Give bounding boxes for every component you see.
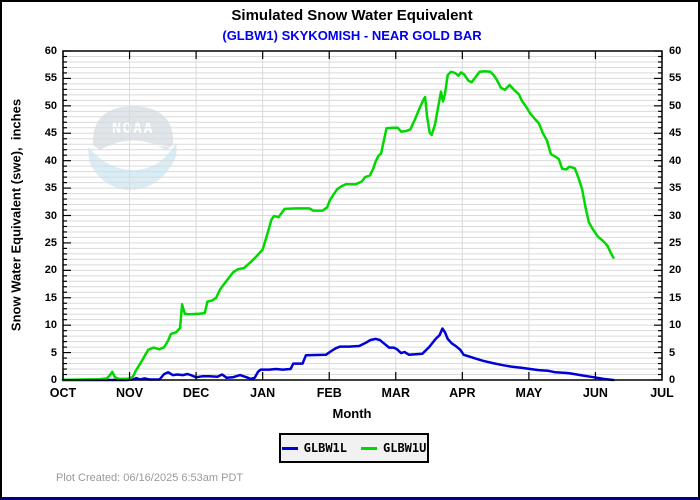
- y-tick-label-right: 45: [669, 127, 682, 140]
- x-tick-label: FEB: [316, 386, 342, 400]
- y-tick-label-right: 55: [669, 72, 682, 85]
- y-tick-label-left: 30: [44, 209, 57, 222]
- x-tick-label: NOV: [116, 386, 144, 400]
- x-tick-label: MAR: [381, 386, 410, 400]
- y-tick-label-left: 25: [44, 236, 57, 249]
- x-tick-label: APR: [449, 386, 476, 400]
- x-axis-title: Month: [332, 406, 372, 421]
- x-tick-label: JUL: [650, 386, 674, 400]
- chart-plot-area: [61, 50, 663, 382]
- y-tick-label-right: 10: [669, 319, 682, 332]
- y-tick-label-left: 60: [44, 45, 57, 57]
- y-tick-label-right: 20: [669, 264, 682, 277]
- legend-label-glbw1u: GLBW1U: [383, 441, 427, 455]
- noaa-logo-icon: NOAA: [88, 106, 177, 191]
- y-tick-label-left: 55: [44, 72, 57, 85]
- y-tick-label-left: 5: [50, 346, 57, 359]
- y-tick-label-right: 60: [669, 45, 682, 57]
- glbw1l-line-swatch: [281, 446, 298, 450]
- x-tick-label: OCT: [49, 386, 77, 400]
- y-tick-label-left: 45: [44, 127, 57, 140]
- x-tick-label: DEC: [182, 386, 210, 400]
- y-tick-label-right: 5: [669, 346, 676, 359]
- x-tick-label: JUN: [582, 386, 608, 400]
- y-tick-label-left: 50: [44, 99, 57, 112]
- y-tick-label-right: 15: [669, 291, 682, 304]
- y-tick-label-right: 30: [669, 209, 682, 222]
- y-tick-label-right: 40: [669, 154, 682, 167]
- y-tick-label-right: 25: [669, 236, 682, 249]
- y-tick-label-right: 35: [669, 182, 682, 195]
- y-tick-label-left: 0: [50, 374, 57, 386]
- y-tick-label-left: 40: [44, 154, 57, 167]
- glbw1u-line-swatch: [361, 446, 377, 450]
- legend-item-glbw1u: GLBW1U: [361, 441, 426, 455]
- y-tick-label-right: 50: [669, 99, 682, 112]
- y-tick-label-left: 20: [44, 264, 57, 277]
- x-tick-label: JAN: [250, 386, 276, 400]
- y-tick-label-right: 0: [669, 374, 676, 386]
- y-tick-label-left: 15: [44, 291, 57, 304]
- series-line-glbw1l: [61, 327, 615, 382]
- noaa-watermark-text: NOAA: [112, 119, 154, 137]
- station-subtitle: (GLBW1) SKYKOMISH - NEAR GOLD BAR: [222, 28, 482, 43]
- plot-created-timestamp: Plot Created: 06/16/2025 6:53am PDT: [56, 472, 244, 484]
- chart-legend: GLBW1L GLBW1U: [279, 433, 429, 463]
- page-title: Simulated Snow Water Equivalent: [231, 7, 473, 24]
- legend-item-glbw1l: GLBW1L: [281, 441, 347, 455]
- x-tick-label: MAY: [515, 386, 543, 400]
- y-axis-title: Snow Water Equivalent (swe), inches: [8, 98, 24, 332]
- y-tick-label-left: 10: [44, 319, 57, 332]
- legend-label-glbw1l: GLBW1L: [303, 441, 347, 455]
- y-tick-label-left: 35: [44, 182, 57, 195]
